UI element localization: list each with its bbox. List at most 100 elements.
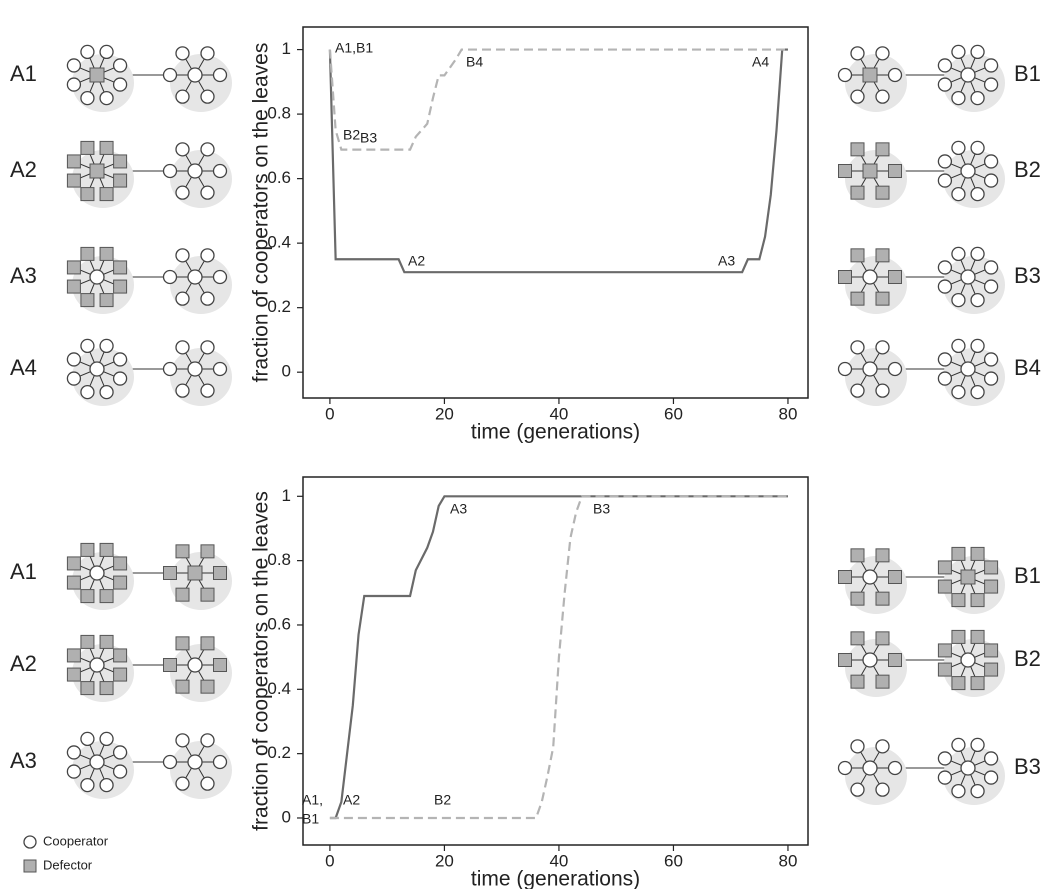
defector-node	[200, 587, 215, 602]
cooperator-node	[80, 338, 95, 354]
cooperator-node	[212, 67, 228, 83]
cooperator-node	[200, 248, 215, 263]
point-annotation: A3	[450, 501, 467, 517]
cooperator-node	[80, 44, 95, 60]
cooperator-node	[66, 745, 82, 760]
shadow	[170, 348, 232, 406]
cooperator-node	[983, 371, 999, 386]
cooperator-node	[837, 67, 853, 83]
defector-node	[838, 164, 852, 178]
cooperator-node	[875, 340, 890, 355]
defector-node	[99, 542, 114, 557]
defector-node	[937, 643, 952, 658]
defector-node	[937, 579, 952, 594]
state-label: B4	[1014, 355, 1041, 380]
defector-node	[888, 653, 902, 667]
cooperator-node	[937, 371, 953, 386]
cooperator-node	[951, 246, 966, 262]
defector-node	[838, 653, 852, 667]
defector-node	[213, 658, 227, 672]
defector-node	[175, 636, 190, 651]
cooperator-node	[937, 770, 953, 785]
cooperator-node	[951, 338, 966, 354]
defector-node	[984, 662, 999, 677]
data-line	[328, 48, 788, 274]
x-axis-label: time (generations)	[471, 868, 640, 889]
defector-node	[80, 542, 95, 557]
defector-node	[66, 667, 81, 682]
cooperator-node	[970, 246, 985, 262]
defector-node	[875, 674, 890, 689]
cooperator-node	[937, 260, 953, 275]
cooperator-node	[983, 154, 999, 169]
defector-node	[970, 629, 985, 644]
defector-node	[850, 591, 865, 606]
defector-node	[200, 679, 215, 694]
shadow	[845, 348, 907, 406]
cooperator-node	[983, 260, 999, 275]
defector-node	[80, 187, 95, 202]
cooperator-node	[960, 269, 976, 285]
defector-node	[99, 634, 114, 649]
defector-node	[875, 591, 890, 606]
cooperator-node	[937, 173, 953, 188]
defector-node	[875, 291, 890, 306]
cooperator-node	[200, 340, 215, 355]
cooperator-node	[970, 338, 985, 354]
cooperator-node	[99, 777, 114, 793]
cooperator-node	[200, 89, 215, 104]
defector-node	[875, 548, 890, 563]
defector-node	[113, 260, 128, 275]
cooperator-node	[875, 739, 890, 754]
cooperator-node	[875, 782, 890, 797]
cooperator-node	[951, 384, 966, 400]
state-label: A4	[10, 355, 37, 380]
cooperator-node	[970, 783, 985, 799]
defector-node	[66, 575, 81, 590]
cooperator-node	[862, 652, 878, 668]
cooperator-node	[960, 760, 976, 776]
cooperator-node	[983, 751, 999, 766]
cooperator-node	[951, 44, 966, 60]
defector-node	[89, 67, 105, 83]
defector-node	[200, 544, 215, 559]
cooperator-node	[162, 269, 178, 285]
defector-node	[838, 570, 852, 584]
shadow	[845, 54, 907, 112]
x-tick-label: 80	[778, 404, 797, 423]
defector-node	[875, 185, 890, 200]
cooperator-node	[983, 58, 999, 73]
cooperator-node	[937, 77, 953, 92]
cooperator-node	[175, 46, 190, 61]
x-tick-label: 60	[664, 404, 683, 423]
cooperator-node	[175, 291, 190, 306]
defector-node	[80, 140, 95, 155]
defector-node	[99, 246, 114, 261]
cooperator-node	[187, 67, 203, 83]
cooperator-node	[162, 361, 178, 377]
cooperator-node	[80, 777, 95, 793]
cooperator-node	[175, 142, 190, 157]
cooperator-node	[862, 760, 878, 776]
x-tick-label: 80	[778, 851, 797, 870]
x-tick-label: 0	[325, 851, 334, 870]
defector-node	[984, 579, 999, 594]
legend-label: Defector	[43, 857, 93, 872]
defector-node	[80, 634, 95, 649]
defector-node	[99, 589, 114, 604]
defector-node	[951, 593, 966, 608]
data-line	[329, 495, 788, 820]
defector-node	[937, 662, 952, 677]
cooperator-node	[212, 754, 228, 770]
point-annotation: A2	[408, 253, 425, 269]
cooperator-node	[175, 776, 190, 791]
cooperator-node	[99, 338, 114, 354]
point-annotation: B3	[360, 130, 377, 146]
point-annotation: A2	[343, 792, 360, 808]
x-axis-label: time (generations)	[471, 421, 640, 444]
cooperator-node	[200, 776, 215, 791]
defector-node	[163, 566, 177, 580]
cooperator-node	[887, 760, 903, 776]
defector-node	[99, 187, 114, 202]
cooperator-node	[99, 731, 114, 747]
